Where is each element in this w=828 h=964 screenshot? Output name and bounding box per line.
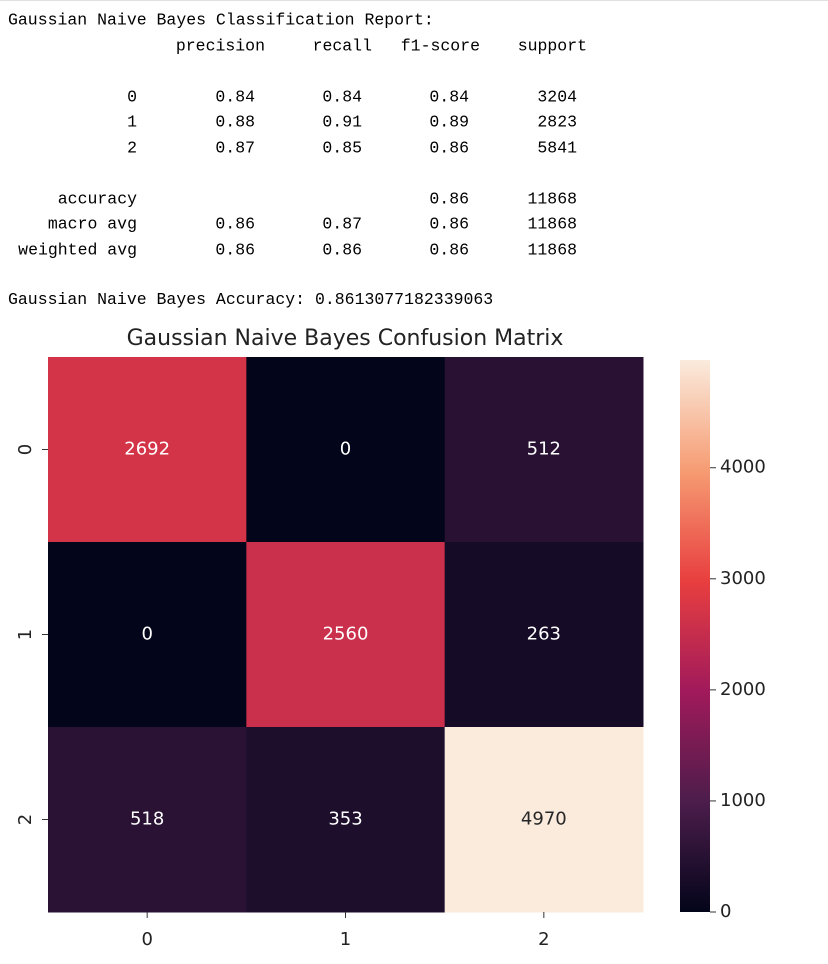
report-value: 0.86 xyxy=(429,240,469,259)
colorbar-tick-label: 4000 xyxy=(720,457,766,478)
report-value: 3204 xyxy=(537,87,577,106)
report-value: 0.88 xyxy=(215,112,255,131)
report-value: 5841 xyxy=(537,138,577,157)
report-header: recall xyxy=(313,36,372,55)
heatmap-cell xyxy=(444,542,644,728)
x-tick-label: 0 xyxy=(141,929,152,950)
report-value: 0.84 xyxy=(429,87,469,106)
accuracy-label: Gaussian Naive Bayes Accuracy: xyxy=(8,290,305,309)
cell-label: 0 xyxy=(340,439,351,460)
report-header: f1-score xyxy=(401,36,480,55)
report-value: 0.84 xyxy=(215,87,255,106)
report-value: 0.85 xyxy=(322,138,362,157)
report-header: support xyxy=(518,36,587,55)
heatmap-cell xyxy=(246,542,446,728)
colorbar-tick-label: 0 xyxy=(720,901,731,922)
cell-label: 0 xyxy=(141,624,152,645)
report-value: 2823 xyxy=(537,112,577,131)
cell-label: 518 xyxy=(130,809,164,830)
report-value: 0.86 xyxy=(322,240,362,259)
colorbar-tick-label: 2000 xyxy=(720,679,766,700)
report-row-label: accuracy xyxy=(58,189,137,208)
report-row-label: 1 xyxy=(127,112,137,131)
cell-label: 263 xyxy=(527,624,561,645)
report-value: 0.86 xyxy=(429,138,469,157)
heatmap-cell xyxy=(48,357,247,543)
y-tick-label: 1 xyxy=(15,629,36,640)
report-header: precision xyxy=(176,36,265,55)
report-value: 11868 xyxy=(527,240,577,259)
colorbar xyxy=(680,360,710,912)
report-row-label: 2 xyxy=(127,138,137,157)
report-value: 0.86 xyxy=(429,189,469,208)
report-value: 11868 xyxy=(527,189,577,208)
report-value: 0.86 xyxy=(429,214,469,233)
cell-label: 512 xyxy=(527,439,561,460)
heatmap-cell xyxy=(246,727,446,913)
cell-label: 353 xyxy=(328,809,362,830)
report-title: Gaussian Naive Bayes Classification Repo… xyxy=(8,10,434,29)
heatmap-cell xyxy=(444,727,644,913)
colorbar-tick-label: 1000 xyxy=(720,790,766,811)
cell-label: 2560 xyxy=(323,624,369,645)
chart-title: Gaussian Naive Bayes Confusion Matrix xyxy=(127,326,564,351)
heatmap-cell xyxy=(48,727,247,913)
report-value: 11868 xyxy=(527,214,577,233)
heatmap-cell xyxy=(48,542,247,728)
heatmap-cell xyxy=(246,357,446,543)
report-row-label: weighted avg xyxy=(18,240,137,259)
y-tick-label: 0 xyxy=(15,444,36,455)
y-tick-label: 2 xyxy=(15,814,36,825)
x-tick-label: 2 xyxy=(538,929,549,950)
report-value: 0.87 xyxy=(215,138,255,157)
report-value: 0.86 xyxy=(215,214,255,233)
heatmap-cell xyxy=(444,357,644,543)
report-row-label: 0 xyxy=(127,87,137,106)
report-value: 0.89 xyxy=(429,112,469,131)
x-tick-label: 1 xyxy=(340,929,351,950)
cell-label: 2692 xyxy=(124,439,170,460)
report-value: 0.87 xyxy=(322,214,362,233)
accuracy-line: Gaussian Naive Bayes Accuracy: 0.8613077… xyxy=(8,290,493,309)
report-value: 0.91 xyxy=(322,112,362,131)
report-value: 0.84 xyxy=(322,87,362,106)
report-value: 0.86 xyxy=(215,240,255,259)
report-row-label: macro avg xyxy=(48,214,137,233)
colorbar-tick-label: 3000 xyxy=(720,568,766,589)
accuracy-value: 0.8613077182339063 xyxy=(315,290,493,309)
cell-label: 4970 xyxy=(521,809,567,830)
